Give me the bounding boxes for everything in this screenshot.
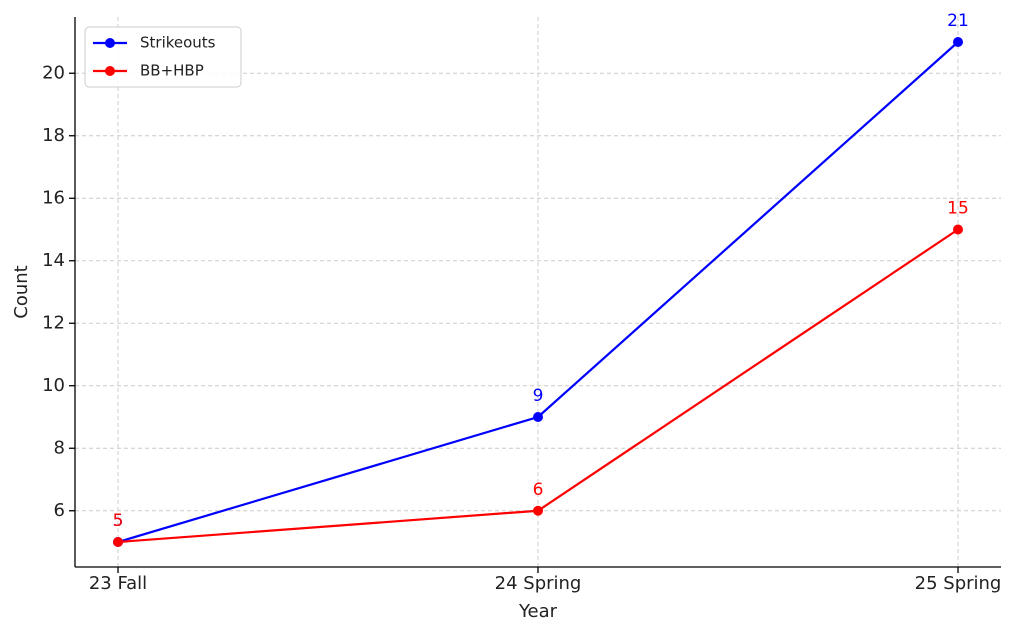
- x-tick-label: 24 Spring: [495, 573, 582, 594]
- y-tick-label: 18: [42, 125, 65, 146]
- point: [113, 537, 123, 547]
- legend-marker: [105, 38, 115, 48]
- x-tick-label: 25 Spring: [915, 573, 1002, 594]
- grid: [75, 17, 1001, 567]
- point: [533, 505, 543, 516]
- data-label: 6: [533, 480, 544, 500]
- x-axis-label: Year: [518, 601, 558, 622]
- data-label: 15: [947, 199, 969, 219]
- point: [953, 37, 963, 47]
- y-tick-label: 6: [54, 500, 65, 521]
- data-label: 5: [113, 511, 124, 531]
- y-tick-label: 16: [42, 187, 65, 208]
- point: [533, 412, 543, 422]
- y-tick-label: 10: [42, 375, 65, 396]
- y-tick-label: 8: [54, 437, 65, 458]
- y-tick-label: 12: [42, 312, 65, 333]
- y-axis-label: Count: [11, 265, 32, 318]
- y-tick-label: 14: [42, 250, 65, 271]
- data-label: 21: [947, 11, 969, 31]
- legend-label: BB+HBP: [140, 62, 204, 80]
- point: [953, 224, 963, 235]
- y-tick-label: 20: [42, 62, 65, 83]
- data-label: 5: [113, 511, 124, 531]
- data-label: 9: [533, 386, 544, 406]
- x-tick-label: 23 Fall: [89, 573, 147, 594]
- legend-label: Strikeouts: [140, 34, 216, 52]
- legend-marker: [105, 66, 115, 76]
